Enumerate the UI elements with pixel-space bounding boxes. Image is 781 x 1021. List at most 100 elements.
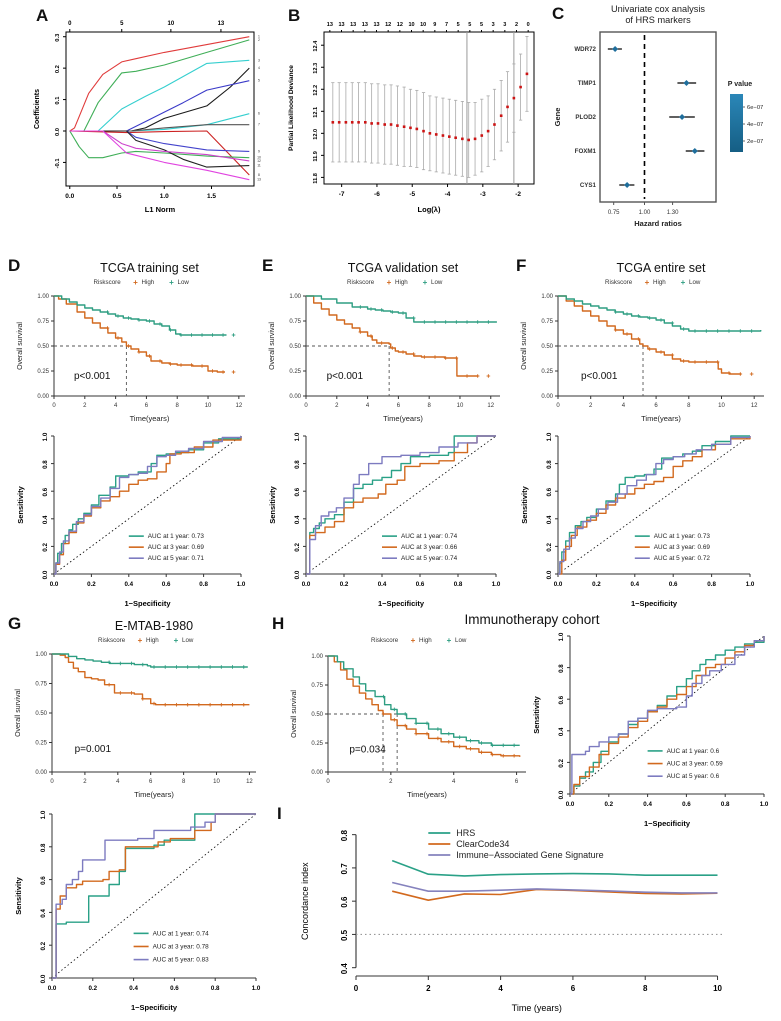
svg-text:0.2: 0.2 <box>87 581 96 588</box>
svg-text:8: 8 <box>428 403 432 409</box>
svg-text:0.4: 0.4 <box>546 515 553 524</box>
svg-text:Low: Low <box>178 279 190 286</box>
svg-text:High: High <box>146 637 159 644</box>
svg-text:+: + <box>411 636 416 645</box>
svg-text:2e−07: 2e−07 <box>747 139 763 145</box>
svg-text:10: 10 <box>205 403 212 409</box>
svg-text:Sensitivity: Sensitivity <box>532 695 541 733</box>
svg-text:0.2: 0.2 <box>558 759 565 768</box>
svg-text:1.0: 1.0 <box>760 801 769 808</box>
svg-text:-6: -6 <box>374 191 380 198</box>
svg-text:TCGA training set: TCGA training set <box>100 261 199 275</box>
svg-text:1−Specificity: 1−Specificity <box>631 599 678 608</box>
svg-text:L1 Norm: L1 Norm <box>145 205 176 214</box>
panel-label-h: H <box>272 614 285 633</box>
svg-text:10: 10 <box>213 779 220 785</box>
panel-label-a: A <box>36 6 49 25</box>
svg-text:2: 2 <box>389 779 393 785</box>
svg-text:9: 9 <box>433 22 436 28</box>
svg-text:0.50: 0.50 <box>37 344 49 350</box>
svg-text:0.6: 0.6 <box>42 487 49 496</box>
svg-text:5: 5 <box>457 22 460 28</box>
svg-text:0.4: 0.4 <box>378 581 387 588</box>
svg-text:12.0: 12.0 <box>313 129 319 140</box>
svg-text:Immune−Associated Gene Signatu: Immune−Associated Gene Signature <box>456 850 603 860</box>
svg-text:1.00: 1.00 <box>35 652 47 658</box>
svg-text:0.25: 0.25 <box>289 369 301 375</box>
svg-text:7: 7 <box>445 22 448 28</box>
svg-text:0.00: 0.00 <box>289 394 301 400</box>
svg-text:4: 4 <box>622 403 626 409</box>
svg-text:0.5: 0.5 <box>340 929 349 941</box>
svg-text:0.7: 0.7 <box>340 863 349 875</box>
svg-text:1.0: 1.0 <box>294 432 301 441</box>
svg-text:0.2: 0.2 <box>55 65 61 73</box>
svg-text:4: 4 <box>116 779 120 785</box>
svg-text:0.8: 0.8 <box>546 460 553 469</box>
svg-text:Sensitivity: Sensitivity <box>14 876 23 914</box>
svg-text:1.00: 1.00 <box>37 294 49 300</box>
svg-text:+: + <box>387 278 392 287</box>
svg-text:Time(years): Time(years) <box>407 790 447 799</box>
svg-text:0.4: 0.4 <box>643 801 652 808</box>
svg-text:13: 13 <box>373 22 379 28</box>
svg-text:3: 3 <box>492 22 495 28</box>
svg-text:11.8: 11.8 <box>313 173 319 184</box>
panel-label-g: G <box>8 614 22 633</box>
svg-text:-7: -7 <box>339 191 345 198</box>
svg-text:Time(years): Time(years) <box>130 414 170 423</box>
svg-text:8: 8 <box>643 984 648 993</box>
svg-text:4: 4 <box>258 66 260 70</box>
svg-text:8: 8 <box>258 173 260 177</box>
svg-text:p=0.034: p=0.034 <box>349 744 386 755</box>
svg-text:p=0.001: p=0.001 <box>75 744 112 755</box>
svg-text:of HRS markers: of HRS markers <box>625 15 691 25</box>
svg-text:0.75: 0.75 <box>608 210 620 216</box>
svg-text:0.8: 0.8 <box>199 581 208 588</box>
svg-text:2: 2 <box>589 403 593 409</box>
svg-text:12: 12 <box>397 22 403 28</box>
svg-text:Time(years): Time(years) <box>383 414 423 423</box>
svg-text:12: 12 <box>257 159 261 163</box>
svg-text:Riskscore: Riskscore <box>605 279 633 286</box>
svg-text:10: 10 <box>718 403 725 409</box>
svg-text:0.2: 0.2 <box>40 941 47 950</box>
immunotherapy-cohort-title: Immunotherapy cohort <box>464 612 600 627</box>
svg-text:-0.1: -0.1 <box>55 158 61 169</box>
svg-text:0.2: 0.2 <box>546 543 553 552</box>
panel-label-f: F <box>516 256 527 275</box>
svg-text:Overall survival: Overall survival <box>291 690 298 738</box>
tcga-entire-roc-chart: 0.0 0.0 0.2 0.2 0.4 0.4 0.6 0.6 0.8 0.8 1.0 1.0 1−Sp… <box>514 424 764 614</box>
svg-text:13: 13 <box>257 178 261 182</box>
svg-text:0.4: 0.4 <box>124 581 133 588</box>
svg-text:0.0: 0.0 <box>558 790 565 799</box>
svg-text:AUC at 5 year: 0.83: AUC at 5 year: 0.83 <box>153 957 210 964</box>
svg-text:Time (years): Time (years) <box>512 1003 562 1013</box>
svg-text:FOXM1: FOXM1 <box>575 148 597 155</box>
svg-text:0.8: 0.8 <box>40 843 47 852</box>
svg-text:0.6: 0.6 <box>416 581 425 588</box>
svg-text:High: High <box>653 279 666 286</box>
svg-text:-5: -5 <box>409 191 415 198</box>
svg-text:1.00: 1.00 <box>541 294 553 300</box>
svg-text:Log(λ): Log(λ) <box>418 205 441 214</box>
svg-text:0.50: 0.50 <box>289 344 301 350</box>
svg-text:2: 2 <box>83 403 87 409</box>
svg-text:10: 10 <box>168 21 175 27</box>
svg-text:0.6: 0.6 <box>558 695 565 704</box>
svg-text:0.6: 0.6 <box>40 876 47 885</box>
svg-text:0.0: 0.0 <box>294 570 301 579</box>
svg-text:Low: Low <box>689 279 701 286</box>
svg-text:AUC at 3 year: 0.66: AUC at 3 year: 0.66 <box>401 544 458 551</box>
svg-text:0.8: 0.8 <box>211 985 220 992</box>
svg-text:6: 6 <box>571 984 576 993</box>
svg-text:2: 2 <box>335 403 339 409</box>
svg-text:12: 12 <box>235 403 242 409</box>
svg-text:3: 3 <box>503 22 506 28</box>
svg-text:ClearCode34: ClearCode34 <box>456 839 509 849</box>
panel-label-e: E <box>262 256 274 275</box>
svg-text:6: 6 <box>145 403 149 409</box>
svg-text:13: 13 <box>362 22 368 28</box>
concordance-index-chart: 0.4 0.5 0.6 0.7 0.8 0 2 4 6 8 10 Time (years) Concor… <box>288 812 750 1018</box>
svg-text:4: 4 <box>498 984 503 993</box>
